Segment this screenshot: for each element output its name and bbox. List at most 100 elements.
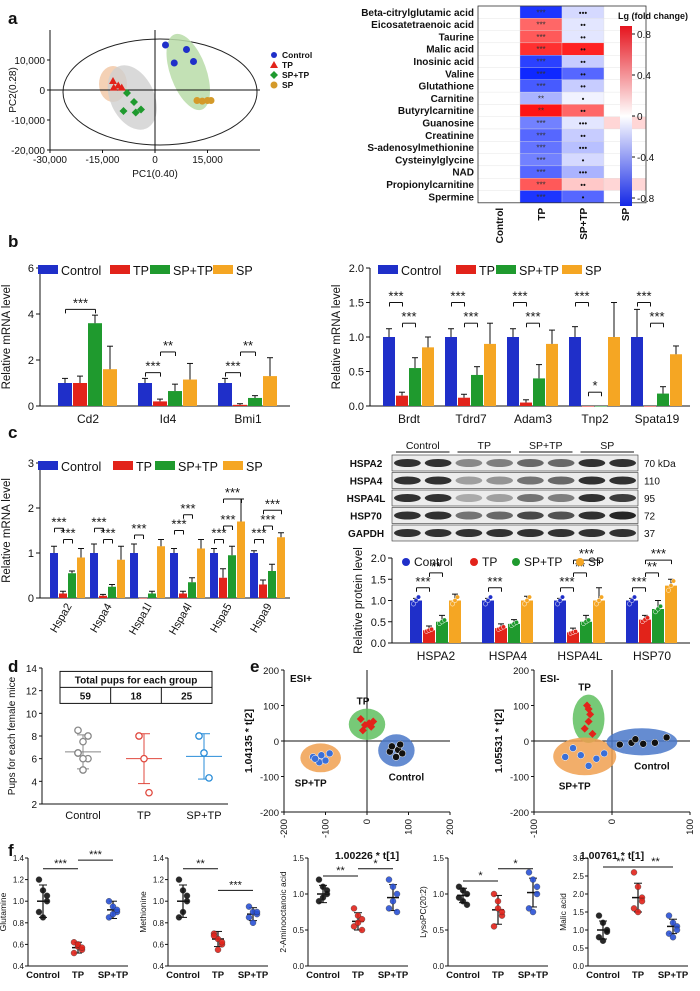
data-point (498, 908, 506, 916)
significance-label: * (478, 870, 483, 882)
y-tick-label: 6 (31, 755, 37, 766)
blot-band (455, 476, 483, 485)
y-tick-label: 0.4 (13, 962, 25, 971)
data-dot (557, 598, 563, 603)
bar (219, 577, 227, 598)
bar (73, 383, 87, 406)
blot-band (424, 494, 452, 502)
data-point (592, 755, 601, 763)
data-dot (599, 594, 604, 600)
blot-band (394, 511, 421, 520)
significance-label: ** (651, 856, 660, 868)
significance-label: *** (487, 574, 502, 589)
metabolite-label: Valine (445, 69, 474, 80)
legend-marker (113, 461, 133, 470)
y-tick-label: 0.4 (153, 962, 165, 971)
data-point (43, 898, 51, 905)
y-tick-label: 12 (26, 687, 38, 698)
blot-band (486, 476, 513, 485)
x-tick-label: Tdrd7 (455, 412, 487, 426)
data-point (162, 41, 169, 49)
significance-label: ** (196, 858, 205, 870)
y-tick-label: 1.0 (293, 890, 305, 899)
significance-label: *** (536, 21, 545, 30)
y-tick-label: 0.6 (153, 940, 165, 949)
legend-label: TP (136, 460, 152, 474)
y-axis-label: 2-Aminooctanoic acid (278, 871, 288, 953)
data-point (79, 766, 87, 774)
y-tick-label: 0.5 (293, 926, 305, 935)
data-point (494, 905, 502, 912)
bar (88, 323, 102, 406)
data-point (584, 717, 593, 726)
significance-label: *** (73, 295, 88, 310)
y-axis-label: Relative mRNA level (331, 285, 343, 390)
dot-plot: 0.0 0.5 1.0 1.5 2.0 2.5 3.0 Malic acid Control TP… (558, 854, 689, 981)
bar (237, 521, 245, 598)
y-tick-label: 2 (31, 800, 37, 811)
bar (153, 401, 167, 406)
bar (657, 393, 669, 406)
data-dot (586, 617, 591, 623)
x-tick-label: SP+TP (98, 970, 129, 981)
heatmap-cell (477, 116, 521, 130)
panel-label: f (8, 841, 14, 860)
significance-label: *** (536, 119, 545, 128)
significance-label: *** (536, 156, 545, 165)
y-tick-label: 10,000 (14, 56, 45, 67)
data-point (584, 762, 593, 770)
legend-marker (270, 81, 278, 89)
bar (383, 337, 395, 406)
bar (652, 609, 664, 643)
significance-label: *** (579, 546, 594, 561)
bar (445, 337, 457, 406)
data-point (600, 749, 608, 758)
data-dot (522, 601, 527, 607)
data-point (369, 717, 378, 726)
significance-label: *** (211, 526, 226, 541)
table-value: 18 (130, 691, 142, 702)
x-tick-label: HSPA2 (417, 649, 456, 663)
significance-label: *** (225, 359, 240, 374)
legend-marker (470, 558, 478, 566)
data-point (214, 946, 222, 953)
legend-marker (456, 265, 476, 274)
legend-label: SP (282, 80, 294, 90)
legend-label: SP+TP (519, 264, 559, 278)
data-dot (450, 601, 455, 607)
group-label: SP+TP (529, 440, 563, 452)
protein-label: HSP70 (350, 512, 382, 523)
data-point (639, 740, 647, 748)
data-dot (485, 598, 491, 603)
heatmap-cell (477, 55, 521, 68)
blot-band (547, 476, 575, 485)
y-axis-label: 1.04135 * t[2] (243, 709, 255, 773)
protein-label: HSPA4L (347, 494, 386, 505)
data-dot (429, 626, 434, 632)
data-point (315, 898, 323, 905)
dot-plot: 0.4 0.6 0.8 1.0 1.2 1.4 Methionine Control TP SP+… (138, 854, 269, 981)
x-tick-label: Hspa5 (208, 602, 234, 636)
blot-band (609, 511, 636, 520)
data-point (673, 926, 681, 934)
legend-label: TP (133, 264, 149, 278)
data-point (207, 97, 215, 104)
data-point (179, 887, 187, 894)
x-tick-label: HSP70 (633, 649, 671, 663)
heatmap-cell (477, 178, 521, 191)
significance-label: •• (580, 107, 586, 116)
heatmap-cell (477, 30, 521, 44)
mw-label: 72 (644, 512, 656, 523)
significance-label: *** (463, 309, 478, 324)
legend-marker (270, 61, 278, 68)
blot-band (578, 511, 606, 520)
blot-band (394, 459, 421, 467)
x-tick-label: 0 (152, 155, 158, 166)
mw-label: 95 (644, 494, 656, 505)
y-tick-label: 0 (28, 401, 34, 413)
data-point (356, 714, 365, 723)
blot-band (455, 511, 483, 520)
blot-band (517, 476, 544, 485)
metabolite-label: Creatinine (425, 131, 474, 142)
y-tick-label: 1.0 (573, 926, 585, 935)
